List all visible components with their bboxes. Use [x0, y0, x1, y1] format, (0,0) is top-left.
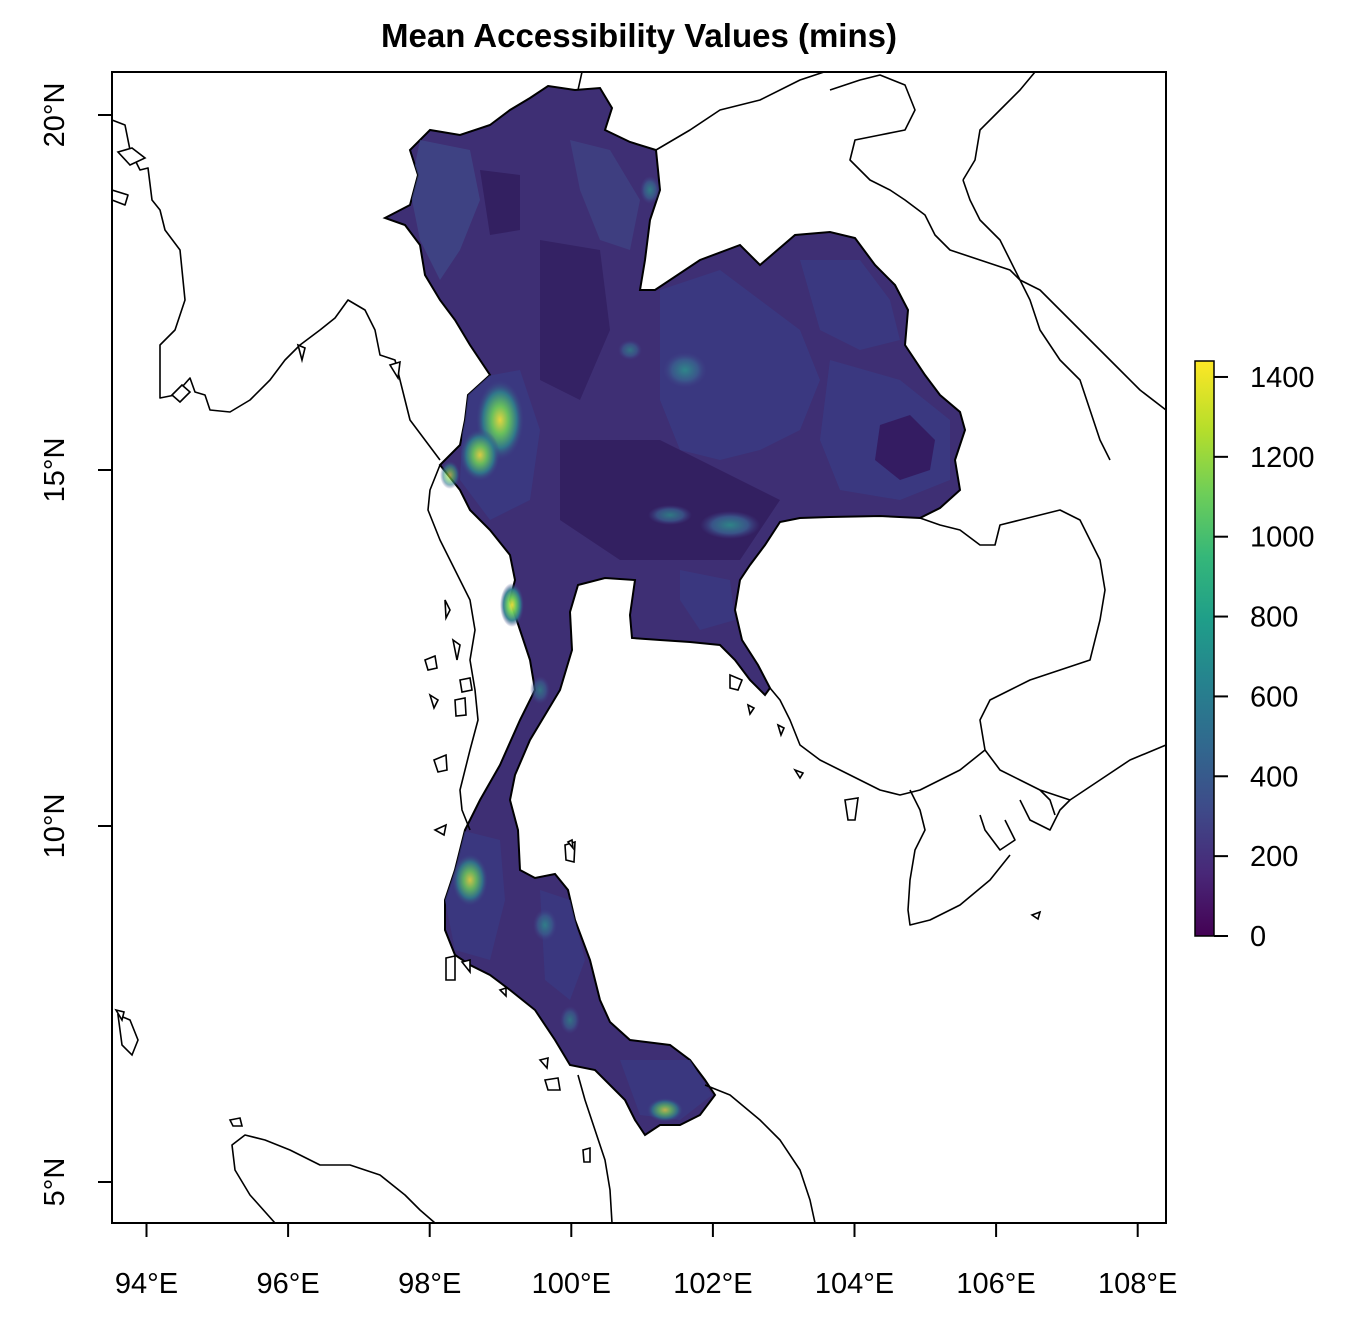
- y-axis: 5°N 10°N 15°N 20°N: [39, 83, 112, 1207]
- x-tick-label: 98°E: [398, 1268, 461, 1300]
- x-tick-label: 102°E: [673, 1268, 752, 1300]
- x-tick-label: 104°E: [815, 1268, 894, 1300]
- legend-tick-label: 600: [1250, 681, 1298, 713]
- legend-ticks: 0 200 400 600 800 1000 1200 1400: [1214, 362, 1315, 953]
- coastlines-borders: [112, 72, 1166, 1223]
- legend-tick-label: 1200: [1250, 442, 1315, 474]
- x-tick-label: 100°E: [532, 1268, 611, 1300]
- x-tick-label: 96°E: [256, 1268, 319, 1300]
- map-title: Mean Accessibility Values (mins): [381, 17, 897, 54]
- map-frame: [111, 71, 1167, 1224]
- legend-tick-label: 1000: [1250, 522, 1315, 554]
- legend-colorbar: [1194, 360, 1215, 937]
- x-tick-label: 106°E: [956, 1268, 1035, 1300]
- legend-tick-label: 1400: [1250, 362, 1315, 394]
- legend-tick-label: 400: [1250, 761, 1298, 793]
- x-axis: 94°E 96°E 98°E 100°E 102°E 104°E 106°E 108°E: [115, 1223, 1177, 1300]
- y-tick-label: 15°N: [39, 438, 71, 503]
- legend-tick-label: 800: [1250, 602, 1298, 634]
- x-tick-label: 94°E: [115, 1268, 178, 1300]
- legend-tick-label: 0: [1250, 921, 1266, 953]
- x-tick-label: 108°E: [1098, 1268, 1177, 1300]
- y-tick-label: 10°N: [39, 794, 71, 859]
- color-legend: 0 200 400 600 800 1000 1200 1400: [1194, 360, 1315, 953]
- map-plot-area: [112, 72, 1166, 1223]
- legend-tick-label: 200: [1250, 841, 1298, 873]
- accessibility-hotspots: [440, 176, 760, 1122]
- y-tick-label: 20°N: [39, 83, 71, 148]
- y-tick-label: 5°N: [39, 1158, 71, 1207]
